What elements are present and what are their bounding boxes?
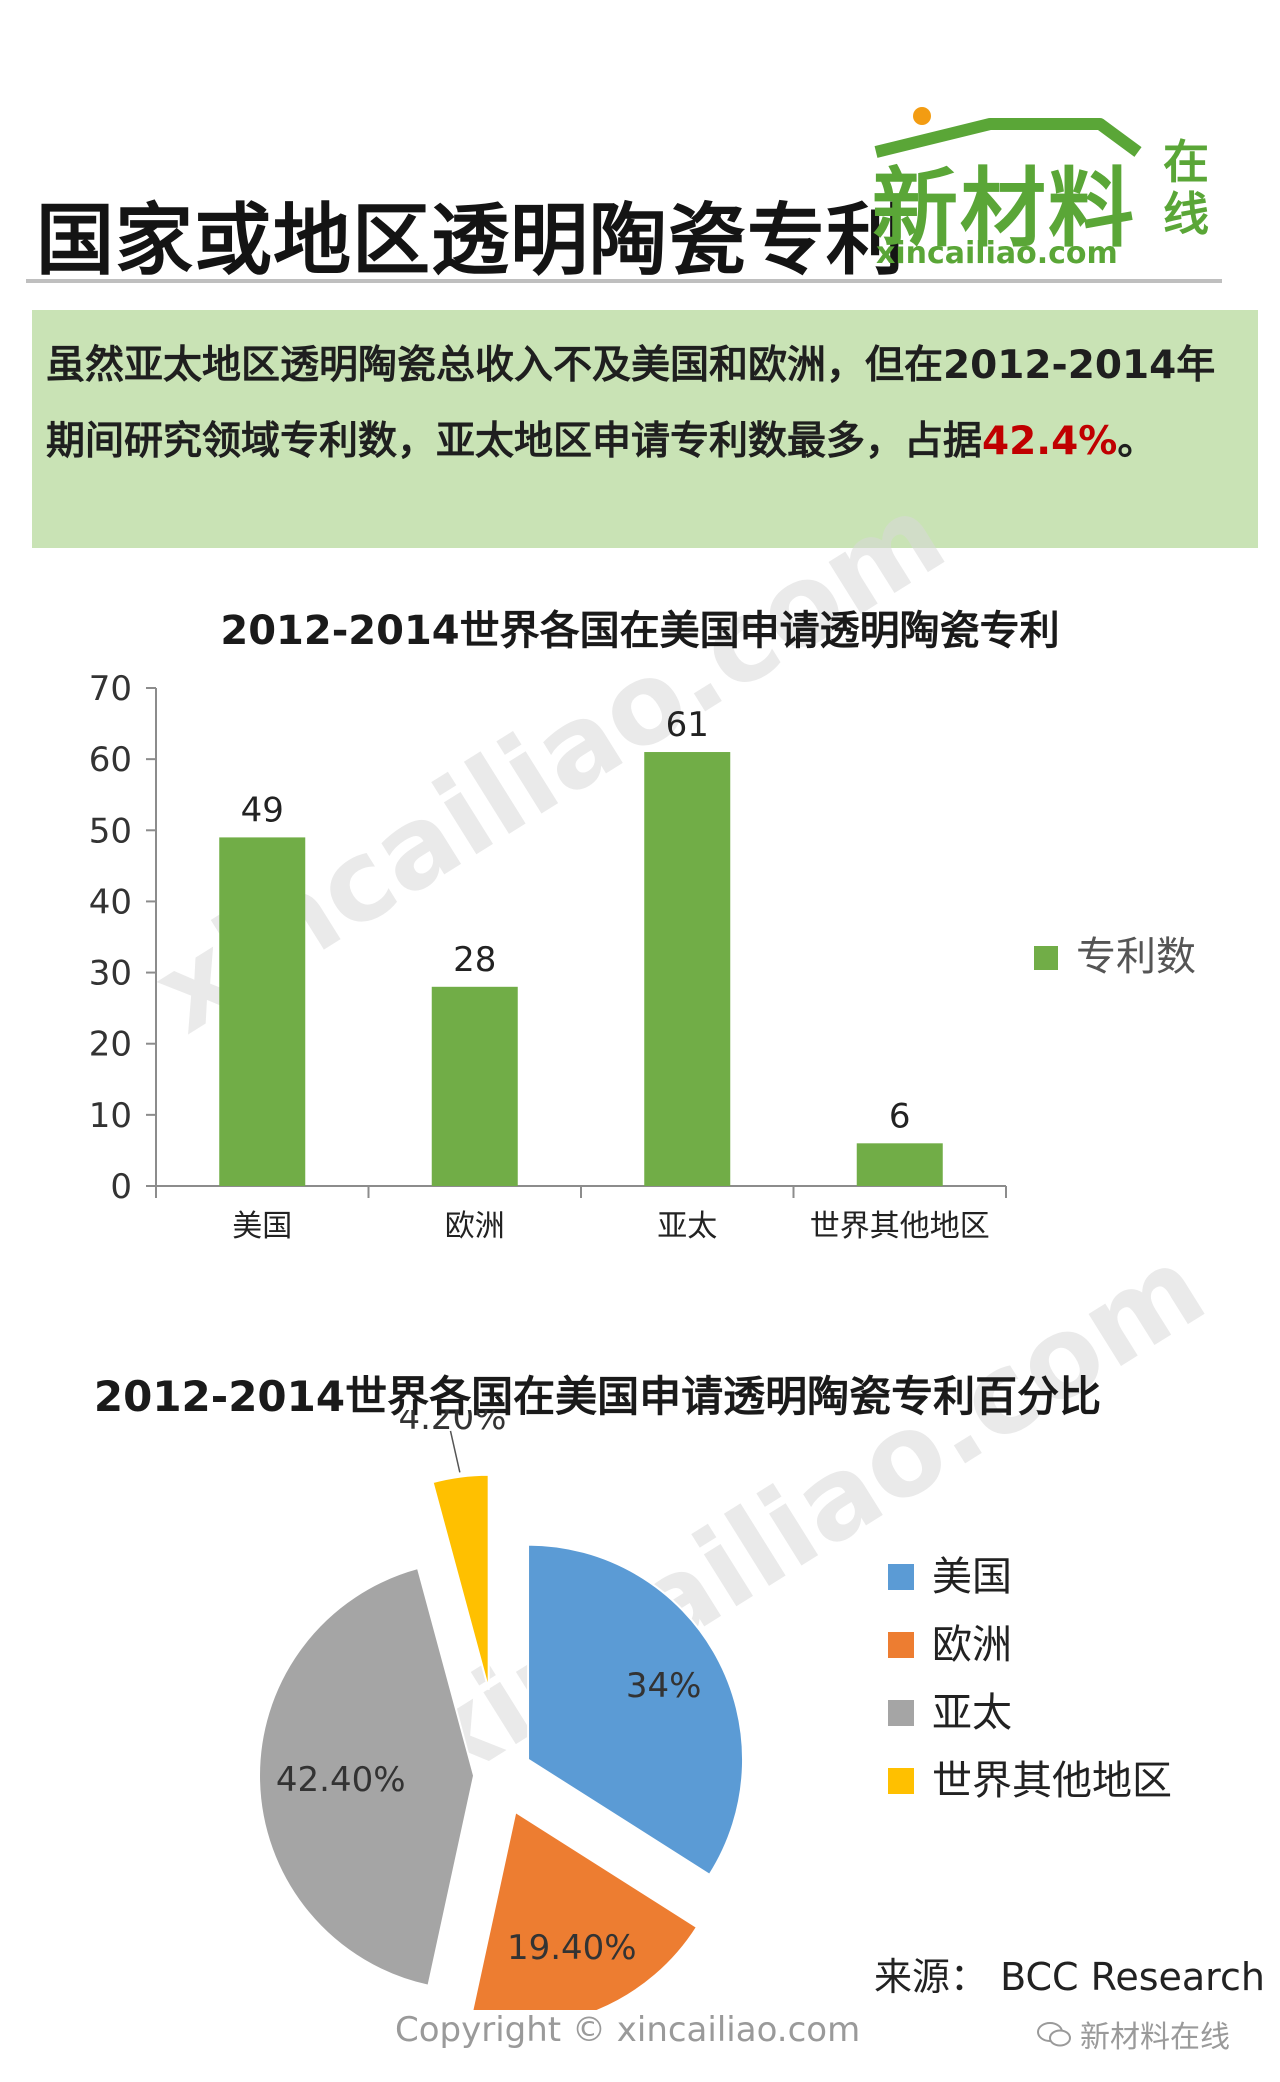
bar [431, 986, 518, 1186]
pie-data-label: 4.20% [398, 1410, 506, 1438]
summary-box: 虽然亚太地区透明陶瓷总收入不及美国和欧洲，但在2012-2014年期间研究领域专… [32, 310, 1258, 548]
pie-slice [527, 1543, 745, 1877]
bar [856, 1143, 943, 1186]
x-tick-label: 亚太 [657, 1209, 717, 1244]
summary-text: 虽然亚太地区透明陶瓷总收入不及美国和欧洲，但在2012-2014年期间研究领域专… [46, 328, 1244, 480]
y-tick-label: 60 [89, 740, 132, 780]
logo-url: xincailiao.com [876, 236, 1118, 271]
x-tick-label: 美国 [232, 1209, 292, 1244]
copyright-line: Copyright © xincailiao.com [395, 2010, 861, 2050]
legend-label: 美国 [932, 1554, 1012, 1600]
legend-swatch [888, 1564, 914, 1590]
page-title: 国家或地区透明陶瓷专利 [36, 196, 906, 286]
legend-label: 专利数 [1076, 934, 1196, 980]
bar-data-label: 61 [666, 705, 709, 745]
bar-data-label: 49 [241, 790, 284, 830]
bar-data-label: 6 [889, 1096, 911, 1136]
y-tick-label: 0 [110, 1167, 132, 1207]
pie-slice [258, 1566, 476, 1987]
x-tick-label: 欧洲 [445, 1209, 505, 1244]
bar-chart: 0 10 20 30 40 50 60 70 49 美国 28 欧洲 61 亚太 6 世界其他地区 专利数 [89, 669, 1196, 1244]
y-tick-label: 30 [89, 954, 132, 994]
pie-data-label: 19.40% [507, 1928, 637, 1968]
pie-leader-line [449, 1430, 461, 1473]
wechat-icon [1037, 2022, 1071, 2047]
logo-online-text: 在线 [1163, 135, 1209, 241]
bar [219, 837, 306, 1186]
bar [644, 752, 731, 1186]
bar-data-label: 28 [453, 940, 496, 980]
pie-data-label: 42.40% [276, 1760, 406, 1800]
summary-highlight: 42.4% [982, 419, 1118, 464]
legend-label: 世界其他地区 [932, 1758, 1172, 1804]
legend-swatch [888, 1768, 914, 1794]
pie-data-label: 34% [626, 1666, 702, 1706]
y-tick-label: 70 [89, 669, 132, 709]
y-tick-label: 10 [89, 1096, 132, 1136]
pie-slice [471, 1810, 699, 2010]
pie-slice [431, 1473, 490, 1691]
legend-label: 欧洲 [932, 1622, 1012, 1668]
bar-chart-title: 2012-2014世界各国在美国申请透明陶瓷专利 [220, 608, 1060, 654]
legend-label: 亚太 [932, 1690, 1012, 1736]
logo-wordmark: 新材料 [872, 159, 1136, 259]
y-tick-label: 50 [89, 811, 132, 851]
header-divider [26, 279, 1222, 283]
summary-tail: 。 [1117, 419, 1157, 464]
source-line: 来源： BCC Research [874, 1955, 1265, 1999]
pie-chart-title: 2012-2014世界各国在美国申请透明陶瓷专利百分比 [93, 1372, 1102, 1421]
x-tick-label: 世界其他地区 [810, 1209, 990, 1244]
legend-swatch [888, 1700, 914, 1726]
y-tick-label: 40 [89, 882, 132, 922]
legend-swatch [888, 1632, 914, 1658]
y-tick-label: 20 [89, 1025, 132, 1065]
logo-house-icon [874, 107, 1142, 158]
wechat-badge: 新材料在线 [1036, 2012, 1230, 2056]
legend-swatch [1034, 946, 1058, 970]
wechat-account-name: 新材料在线 [1080, 2020, 1230, 2055]
summary-body: 虽然亚太地区透明陶瓷总收入不及美国和欧洲，但在2012-2014年期间研究领域专… [46, 343, 1216, 464]
